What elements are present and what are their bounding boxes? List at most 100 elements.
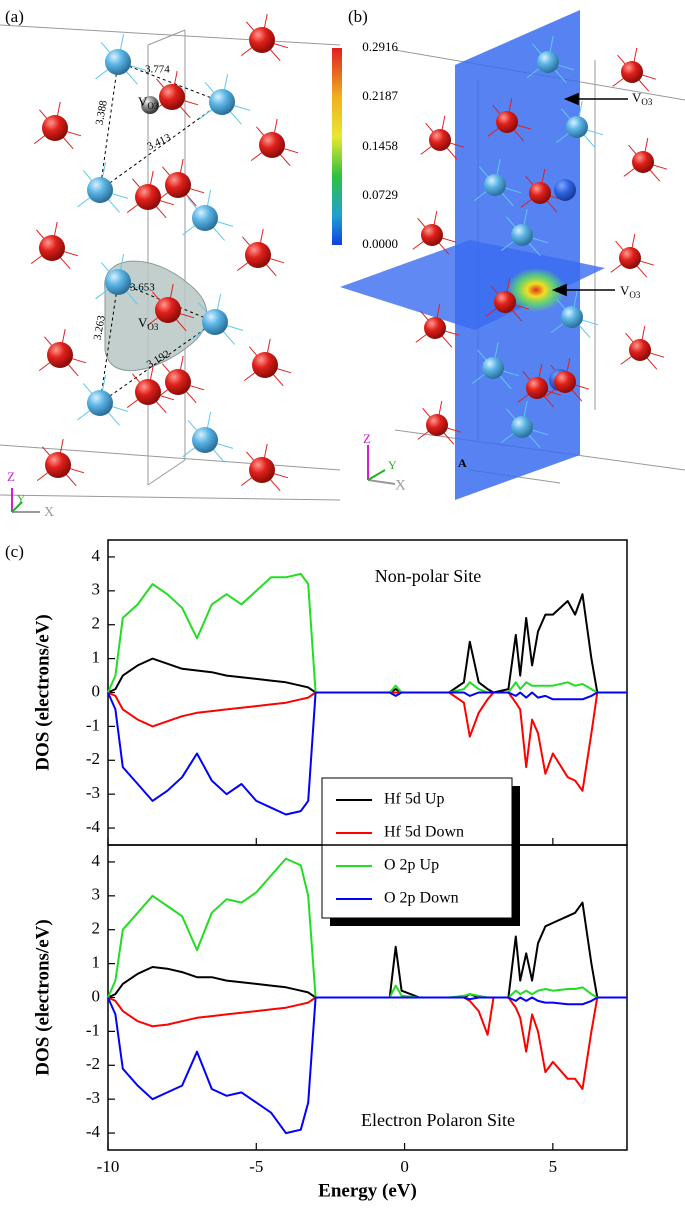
axis-letter: X: [44, 505, 54, 520]
vacancy-main: V: [632, 90, 642, 105]
dos-line: [107, 857, 627, 999]
structure-a: [0, 24, 341, 501]
vacancy-main: V: [138, 94, 148, 109]
vacancy-label: VO3: [620, 283, 641, 300]
atom: [141, 96, 159, 114]
atom: [87, 177, 113, 203]
x-tick-label: -5: [249, 1157, 263, 1176]
y-tick-label: -3: [86, 783, 100, 802]
legend-label: O 2p Down: [384, 890, 459, 907]
distance-label: 3.263: [92, 314, 108, 341]
atom: [135, 379, 161, 405]
atom: [619, 247, 641, 269]
x-tick-label: 5: [549, 1157, 558, 1176]
atom: [621, 61, 643, 83]
legend-label: O 2p Up: [384, 857, 439, 874]
y-tick-label: -1: [86, 715, 100, 734]
y-tick-label: 2: [92, 919, 101, 938]
atom: [165, 369, 191, 395]
y-tick-label: -1: [86, 1020, 100, 1039]
colorbar-tick: 0.0000: [362, 236, 398, 251]
dos-line: [107, 572, 627, 694]
atom: [165, 172, 191, 198]
vacancy-sub: O3: [147, 322, 158, 332]
y-axis-label: DOS (electrons/eV): [32, 919, 53, 1075]
atom: [629, 339, 651, 361]
atom: [482, 357, 504, 379]
vacancy-main: V: [620, 283, 630, 298]
atom: [494, 291, 516, 313]
distance-label: 3.653: [130, 282, 155, 294]
y-tick-label: 0: [92, 986, 101, 1005]
atom: [259, 132, 285, 158]
axis-letter: Z: [363, 431, 371, 446]
annotations: (a) (b) (c) 3.774 3.388 3.413 3.653 3.26…: [5, 7, 653, 561]
atom: [526, 377, 548, 399]
axis-letter: X: [395, 477, 406, 493]
atom: [511, 224, 533, 246]
atom: [561, 306, 583, 328]
atom: [424, 317, 446, 339]
axis-letter: Y: [388, 458, 397, 472]
atom: [155, 297, 181, 323]
atom: [537, 51, 559, 73]
atom: [105, 269, 131, 295]
vacancy-label: VO3: [632, 90, 653, 107]
atom: [632, 151, 654, 173]
y-tick-label: -4: [86, 1122, 101, 1141]
atom: [135, 184, 161, 210]
x-tick-label: -10: [97, 1157, 120, 1176]
atom: [554, 179, 576, 201]
dos-line: [107, 901, 627, 999]
dos-line: [107, 691, 627, 816]
colorbar-tick: 0.0729: [362, 187, 398, 202]
panel-label: (c): [5, 542, 24, 561]
atom: [252, 352, 278, 378]
atom: [47, 342, 73, 368]
atom: [511, 416, 533, 438]
vacancy-sub: O3: [641, 97, 652, 107]
atom: [192, 205, 218, 231]
legend-label: Hf 5d Down: [384, 824, 464, 841]
atom: [42, 115, 68, 141]
y-tick-label: -2: [86, 749, 100, 768]
y-axis-label: DOS (electrons/eV): [32, 614, 53, 770]
colorbar-tick: 0.2187: [362, 88, 398, 103]
panel-label: (a): [5, 7, 24, 26]
atom: [554, 371, 576, 393]
colorbar-tick: 0.2916: [362, 39, 398, 54]
panel-label: (b): [348, 7, 368, 26]
distance-label: 3.413: [145, 131, 173, 153]
vacancy-sub: O3: [629, 290, 640, 300]
y-tick-label: 0: [92, 681, 101, 700]
x-tick-label: 0: [400, 1157, 409, 1176]
axis-letter: Y: [17, 494, 25, 506]
vacancy-sub: O3: [147, 101, 158, 111]
y-tick-label: -4: [86, 817, 101, 836]
axis-letter: Z: [7, 469, 15, 484]
atom: [566, 116, 588, 138]
atom: [209, 89, 235, 115]
atom: [484, 174, 506, 196]
corner-label: A: [458, 456, 467, 470]
vacancy-label: VO3: [138, 94, 159, 111]
y-tick-label: -3: [86, 1088, 100, 1107]
structure-b: [332, 10, 685, 500]
x-axis-label: Energy (eV): [318, 1180, 417, 1201]
atom: [245, 242, 271, 268]
y-tick-label: 4: [92, 851, 101, 870]
atom: [87, 390, 113, 416]
annotation: Non-polar Site: [375, 566, 481, 586]
atom: [529, 182, 551, 204]
y-tick-label: 3: [92, 885, 101, 904]
dos-line: [107, 996, 627, 1135]
atom: [249, 27, 275, 53]
legend-box: [321, 777, 513, 919]
y-tick-label: 3: [92, 580, 101, 599]
vacancy-label: VO3: [138, 315, 159, 332]
annotation: Electron Polaron Site: [361, 1110, 515, 1130]
y-tick-label: 1: [92, 648, 101, 667]
distance-label: 3.774: [145, 64, 170, 76]
